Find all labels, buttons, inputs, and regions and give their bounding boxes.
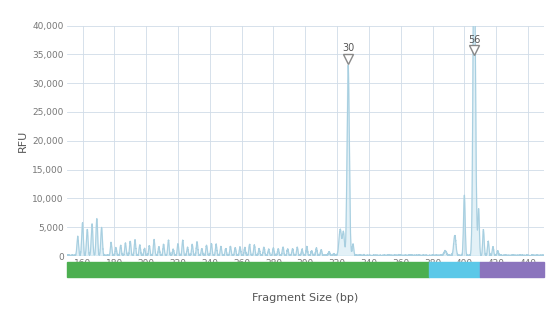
X-axis label: Fragment Size (bp): Fragment Size (bp) <box>252 293 359 303</box>
Y-axis label: RFU: RFU <box>18 130 28 152</box>
Text: 30: 30 <box>342 43 354 53</box>
Text: 56: 56 <box>468 35 480 44</box>
